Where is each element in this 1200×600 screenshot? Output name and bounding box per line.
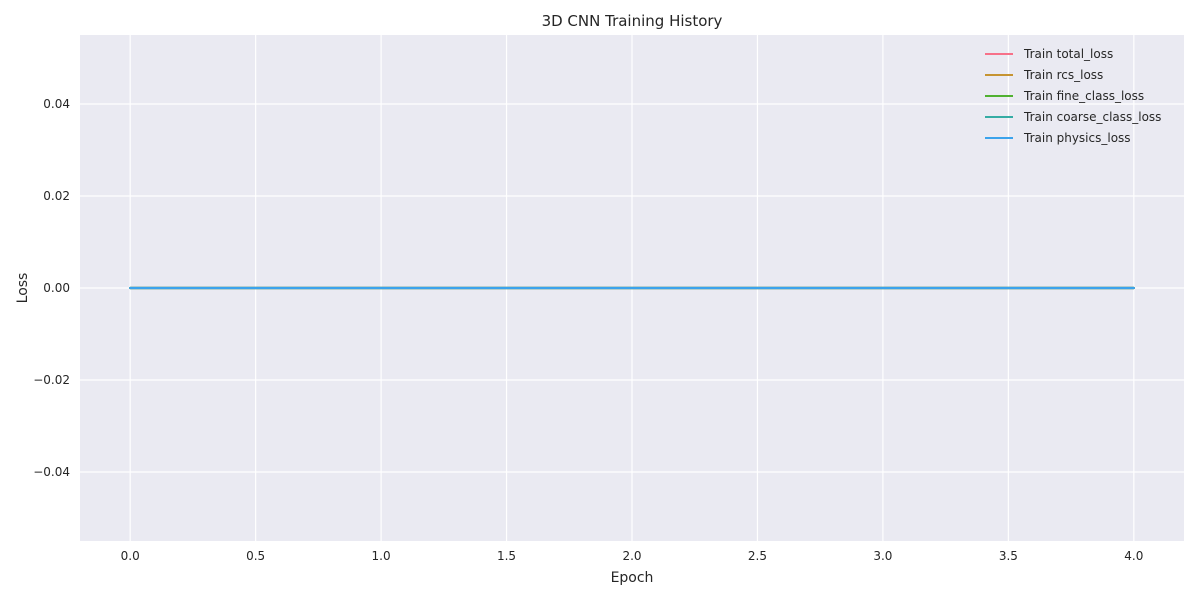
x-tick-label: 2.5: [748, 549, 767, 563]
x-tick-label: 0.0: [121, 549, 140, 563]
legend-label: Train fine_class_loss: [1023, 89, 1144, 103]
x-tick-labels: 0.0 0.5 1.0 1.5 2.0 2.5 3.0 3.5 4.0: [121, 549, 1144, 563]
y-tick-label: 0.04: [43, 97, 70, 111]
x-tick-label: 1.0: [372, 549, 391, 563]
legend: Train total_loss Train rcs_loss Train fine…: [985, 47, 1161, 145]
x-tick-label: 0.5: [246, 549, 265, 563]
chart-title: 3D CNN Training History: [542, 12, 723, 30]
y-tick-label: −0.04: [33, 465, 70, 479]
legend-label: Train coarse_class_loss: [1023, 110, 1161, 124]
y-axis-label: Loss: [15, 273, 31, 304]
x-tick-label: 2.0: [622, 549, 641, 563]
legend-label: Train rcs_loss: [1023, 68, 1103, 82]
x-tick-label: 1.5: [497, 549, 516, 563]
y-tick-label: 0.02: [43, 189, 70, 203]
x-tick-label: 3.0: [873, 549, 892, 563]
x-tick-label: 4.0: [1124, 549, 1143, 563]
y-tick-label: −0.02: [33, 373, 70, 387]
legend-label: Train total_loss: [1023, 47, 1113, 61]
legend-label: Train physics_loss: [1023, 131, 1131, 145]
x-axis-label: Epoch: [611, 570, 654, 586]
y-tick-label: 0.00: [43, 281, 70, 295]
y-tick-labels: −0.04 −0.02 0.00 0.02 0.04: [33, 97, 70, 479]
x-tick-label: 3.5: [999, 549, 1018, 563]
